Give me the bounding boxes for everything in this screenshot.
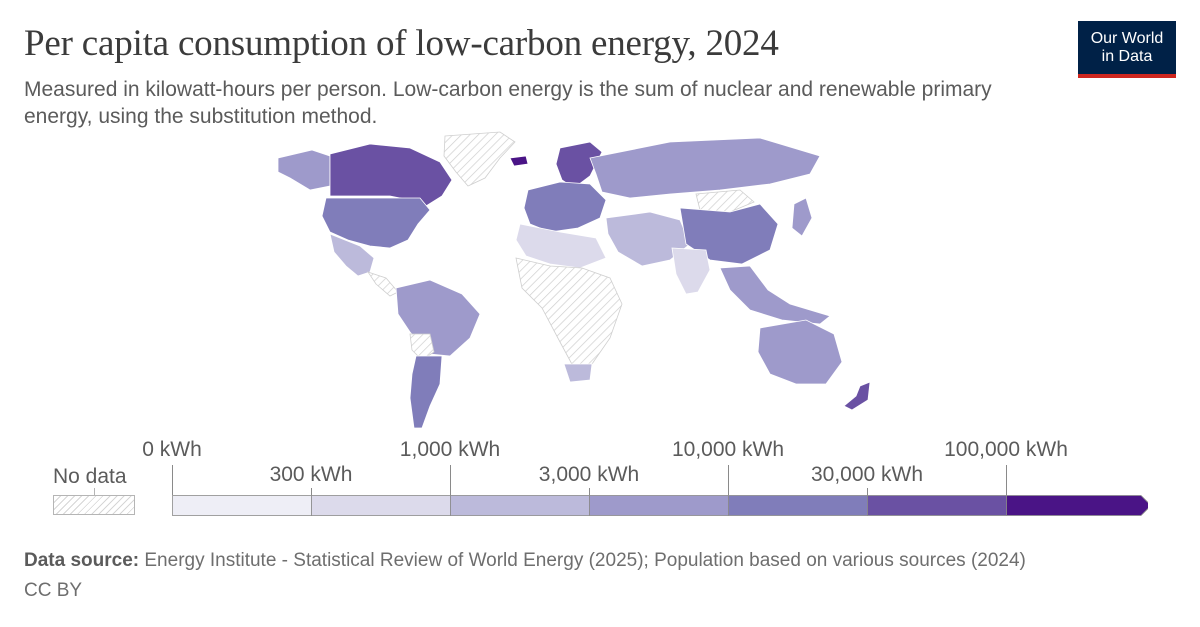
legend-bin-0[interactable] <box>172 495 312 516</box>
map-japan[interactable] <box>791 197 813 237</box>
legend-tick-3 <box>589 488 590 495</box>
logo-line-2: in Data <box>1101 47 1153 65</box>
legend-tick-1 <box>311 488 312 495</box>
map-south-america-south[interactable] <box>409 355 443 429</box>
legend-tick-2 <box>450 465 451 495</box>
map-greenland[interactable] <box>443 131 516 187</box>
chart-subtitle: Measured in kilowatt-hours per person. L… <box>24 78 992 128</box>
map-southeast-asia[interactable] <box>719 265 831 325</box>
map-usa[interactable] <box>321 197 431 249</box>
legend-tick-label-5: 30,000 kWh <box>810 463 924 486</box>
legend-tick-6 <box>1006 465 1007 495</box>
world-map[interactable] <box>230 128 890 433</box>
map-middle-east[interactable] <box>605 211 691 267</box>
legend-tick-4 <box>728 465 729 495</box>
map-mexico[interactable] <box>329 233 375 277</box>
legend-tick-label-2: 1,000 kWh <box>399 438 501 461</box>
no-data-tick <box>94 488 95 495</box>
owid-logo[interactable]: Our World in Data <box>1078 21 1176 78</box>
map-south-america-north[interactable] <box>395 279 481 357</box>
legend-bin-5[interactable] <box>867 495 1007 516</box>
footer: Data source: Energy Institute - Statisti… <box>24 546 1026 606</box>
legend-tick-label-1: 300 kWh <box>269 463 353 486</box>
map-india[interactable] <box>671 247 711 295</box>
logo-line-1: Our World <box>1090 29 1164 47</box>
legend-bin-1[interactable] <box>311 495 451 516</box>
map-scandinavia[interactable] <box>555 141 603 189</box>
map-central-america[interactable] <box>367 271 399 297</box>
map-europe[interactable] <box>523 181 607 233</box>
data-source: Data source: Energy Institute - Statisti… <box>24 550 1026 571</box>
map-canada[interactable] <box>329 143 453 207</box>
legend-bin-2[interactable] <box>450 495 590 516</box>
legend-tick-label-3: 3,000 kWh <box>538 463 640 486</box>
map-iceland[interactable] <box>509 155 529 167</box>
legend-tick-label-4: 10,000 kWh <box>671 438 785 461</box>
legend-tick-0 <box>172 465 173 495</box>
legend-color-bar <box>172 495 1152 516</box>
no-data-swatch[interactable] <box>53 495 135 515</box>
legend-tick-label-6: 100,000 kWh <box>944 438 1068 461</box>
no-data-label: No data <box>53 465 127 488</box>
legend-bin-3[interactable] <box>589 495 729 516</box>
legend-tick-label-0: 0 kWh <box>142 438 202 461</box>
legend-tick-5 <box>867 488 868 495</box>
color-legend: No data 0 kWh 300 kWh 1,000 kWh 3,000 kWh 10… <box>0 430 1200 530</box>
map-south-africa[interactable] <box>563 363 593 383</box>
legend-bin-6[interactable] <box>1006 495 1152 516</box>
map-alaska[interactable] <box>277 149 331 191</box>
legend-bin-4[interactable] <box>728 495 868 516</box>
chart-title: Per capita consumption of low-carbon ene… <box>24 23 779 64</box>
map-new-zealand[interactable] <box>843 381 871 411</box>
map-sub-saharan-africa[interactable] <box>515 257 623 369</box>
map-australia[interactable] <box>757 319 843 385</box>
map-mongolia[interactable] <box>695 189 755 213</box>
map-russia[interactable] <box>589 137 821 199</box>
license[interactable]: CC BY <box>24 580 83 601</box>
